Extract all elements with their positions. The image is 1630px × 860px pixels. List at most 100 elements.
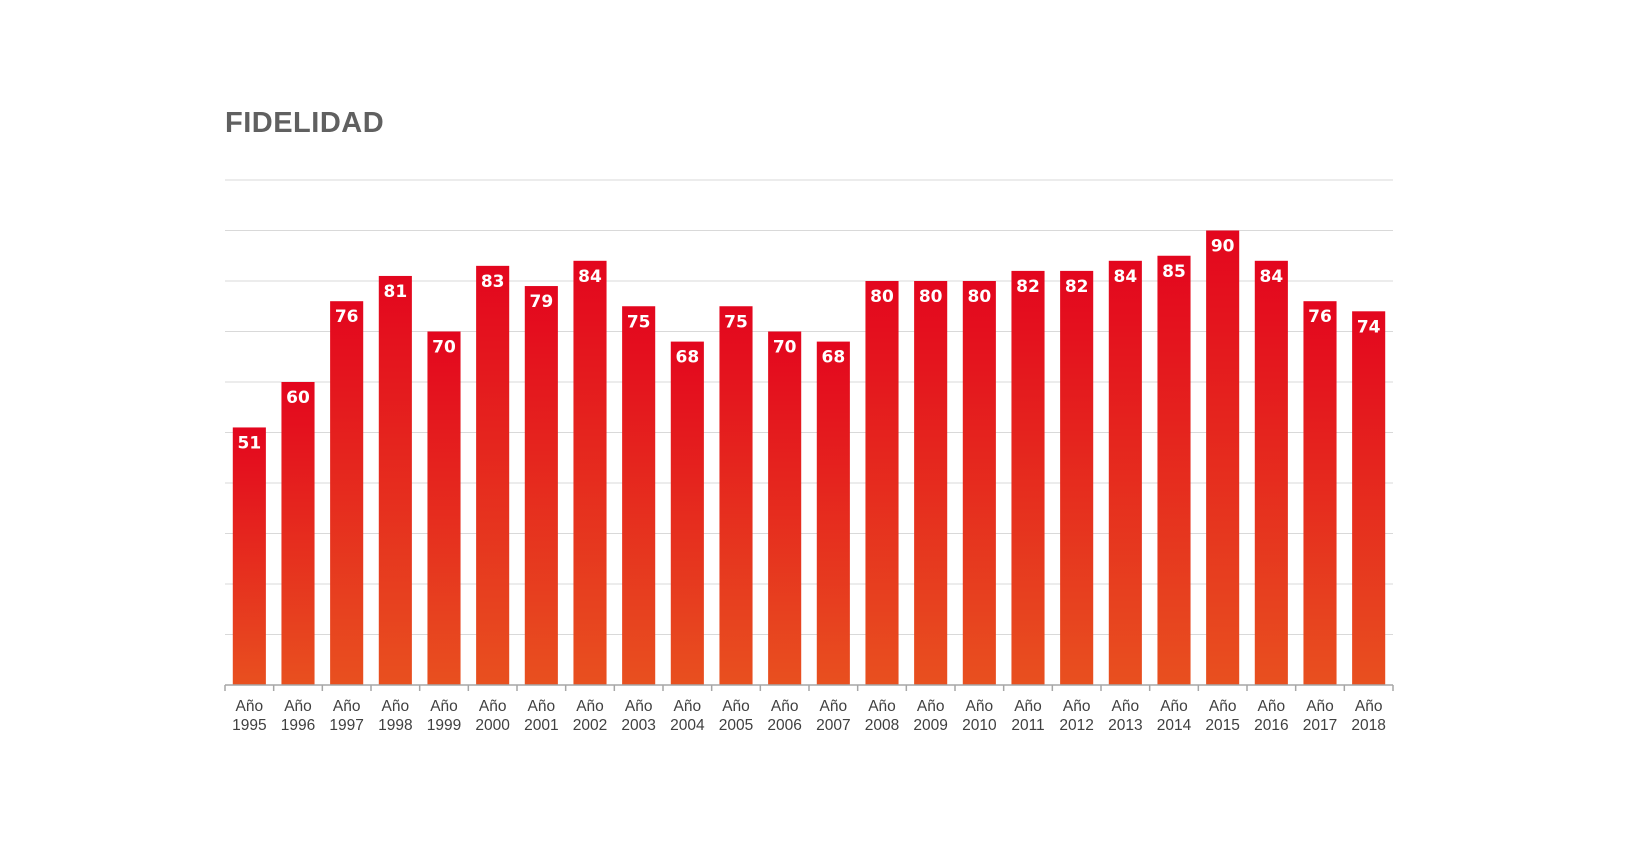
bar-value-label: 51 bbox=[237, 433, 261, 453]
bar-value-label: 90 bbox=[1211, 237, 1235, 257]
bar-value-label: 68 bbox=[675, 348, 699, 368]
x-tick-label-line: Año bbox=[1160, 698, 1188, 715]
bar-value-label: 76 bbox=[335, 307, 359, 327]
x-tick-label-line: 1998 bbox=[378, 717, 412, 734]
bar-value-label: 70 bbox=[432, 338, 456, 358]
x-tick-label-line: 2016 bbox=[1254, 717, 1288, 734]
x-tick-label-line: Año bbox=[528, 698, 556, 715]
bar bbox=[768, 331, 802, 685]
x-tick-label-line: Año bbox=[479, 698, 507, 715]
bar bbox=[865, 281, 899, 685]
x-tick-label: Año 1998 bbox=[378, 698, 412, 734]
x-tick-label-line: 2003 bbox=[621, 717, 655, 734]
x-tick-label: Año 2007 bbox=[816, 698, 850, 734]
x-tick-label: Año 2010 bbox=[962, 698, 997, 734]
x-tick-label-line: 2017 bbox=[1303, 717, 1337, 734]
x-tick-label-line: 2001 bbox=[524, 717, 558, 734]
bar bbox=[1011, 270, 1045, 685]
x-tick-label-line: 2008 bbox=[865, 717, 899, 734]
bar-value-label: 75 bbox=[627, 312, 651, 332]
x-tick-label-line: 2011 bbox=[1011, 717, 1044, 734]
x-tick-label-line: Año bbox=[1112, 698, 1140, 715]
x-tick-label-line: Año bbox=[625, 698, 653, 715]
x-tick-label-line: 2012 bbox=[1059, 717, 1093, 734]
x-tick-label-line: Año bbox=[430, 698, 458, 715]
x-tick-label-line: Año bbox=[966, 698, 994, 715]
x-tick-label-line: Año bbox=[333, 698, 361, 715]
x-tick-label: Año 2016 bbox=[1254, 698, 1288, 734]
x-tick-label-line: 1999 bbox=[427, 717, 461, 734]
bar-value-label: 68 bbox=[821, 348, 845, 368]
x-tick-label-line: Año bbox=[820, 698, 848, 715]
bar-value-label: 84 bbox=[1113, 267, 1137, 287]
x-tick-label-line: Año bbox=[576, 698, 604, 715]
bar bbox=[1108, 260, 1142, 685]
x-tick-label-line: 2013 bbox=[1108, 717, 1142, 734]
bar bbox=[670, 341, 704, 685]
bar-value-label: 75 bbox=[724, 312, 748, 332]
bars: 51 60 76 81 70 83 79 84 75 68 75 70 68 80 80 80 82 82 84 85… bbox=[232, 230, 1386, 685]
bar bbox=[573, 260, 607, 685]
x-tick-label-line: 2018 bbox=[1351, 717, 1385, 734]
chart-title: FIDELIDAD bbox=[225, 107, 385, 139]
x-tick-label: Año 2008 bbox=[865, 698, 899, 734]
x-tick-label: Año 1997 bbox=[329, 698, 363, 734]
x-tick-label-line: 2015 bbox=[1205, 717, 1239, 734]
x-axis-labels: Año 1995 Año 1996 Año 1997 Año 1998 Año 1999 Año 20… bbox=[232, 698, 1386, 734]
x-tick-label: Año 2004 bbox=[670, 698, 705, 734]
bar bbox=[476, 265, 510, 685]
x-tick-label-line: Año bbox=[382, 698, 410, 715]
x-tick-label: Año 2011 bbox=[1011, 698, 1044, 734]
x-tick-label: Año 1995 bbox=[232, 698, 266, 734]
bar bbox=[914, 281, 948, 685]
bar bbox=[1206, 230, 1240, 685]
x-tick-label-line: 2009 bbox=[913, 717, 947, 734]
bar-value-label: 84 bbox=[1259, 267, 1283, 287]
bar bbox=[1157, 255, 1191, 685]
bar-value-label: 82 bbox=[1065, 277, 1089, 297]
x-tick-label-line: Año bbox=[1063, 698, 1091, 715]
x-tick-label-line: Año bbox=[1209, 698, 1237, 715]
x-tick-label: Año 2003 bbox=[621, 698, 655, 734]
x-tick-label-line: 2006 bbox=[767, 717, 801, 734]
bar bbox=[524, 286, 558, 685]
x-tick-label-line: 2007 bbox=[816, 717, 850, 734]
x-tick-label: Año 2002 bbox=[573, 698, 607, 734]
bar bbox=[719, 306, 753, 685]
bar bbox=[232, 427, 266, 685]
bar bbox=[427, 331, 461, 685]
x-tick-label: Año 2006 bbox=[767, 698, 801, 734]
x-tick-label: Año 2005 bbox=[719, 698, 753, 734]
x-tick-label-line: Año bbox=[236, 698, 264, 715]
x-tick-label: Año 2012 bbox=[1059, 698, 1093, 734]
x-tick-label-line: Año bbox=[1306, 698, 1334, 715]
x-tick-label-line: 2010 bbox=[962, 717, 997, 734]
bar bbox=[1254, 260, 1288, 685]
x-tick-label: Año 1996 bbox=[281, 698, 315, 734]
x-tick-label-line: Año bbox=[771, 698, 799, 715]
bar-value-label: 80 bbox=[870, 287, 894, 307]
bar-value-label: 85 bbox=[1162, 262, 1186, 282]
bar-value-label: 80 bbox=[919, 287, 943, 307]
bar bbox=[330, 301, 364, 685]
x-tick-label: Año 2013 bbox=[1108, 698, 1142, 734]
bar-value-label: 76 bbox=[1308, 307, 1332, 327]
bar bbox=[816, 341, 850, 685]
gridlines bbox=[225, 179, 1393, 635]
bar-value-label: 70 bbox=[773, 338, 797, 358]
x-tick-label: Año 2015 bbox=[1205, 698, 1239, 734]
bar bbox=[1352, 311, 1386, 685]
x-tick-label-line: 2004 bbox=[670, 717, 705, 734]
x-tick-label-line: Año bbox=[1014, 698, 1042, 715]
x-tick-label: Año 2018 bbox=[1351, 698, 1385, 734]
x-tick-label: Año 2000 bbox=[475, 698, 510, 734]
x-tick-label-line: Año bbox=[674, 698, 702, 715]
bar bbox=[1060, 270, 1094, 685]
bar-value-label: 79 bbox=[529, 292, 553, 312]
x-tick-label-line: Año bbox=[722, 698, 750, 715]
x-axis bbox=[224, 684, 1394, 691]
bar-value-label: 82 bbox=[1016, 277, 1040, 297]
bar-value-label: 80 bbox=[967, 287, 991, 307]
